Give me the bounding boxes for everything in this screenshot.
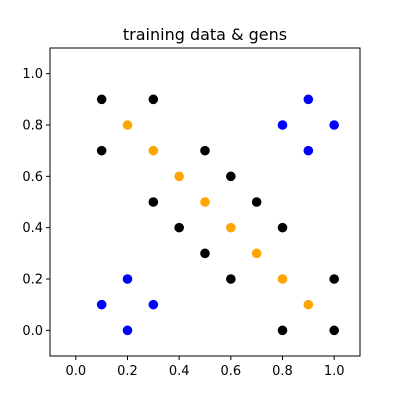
data-point <box>226 171 236 182</box>
data-point <box>303 94 314 105</box>
x-tick-label: 0.8 <box>272 364 293 379</box>
plot-area <box>49 47 361 357</box>
data-point <box>329 325 339 336</box>
x-tick-label: 0.2 <box>117 364 138 379</box>
data-point <box>277 120 288 130</box>
chart-title: training data & gens <box>123 25 287 44</box>
y-axis: 0.0 0.2 0.4 0.6 0.8 1.0 <box>22 67 50 339</box>
data-point <box>174 222 184 233</box>
data-point <box>329 120 339 130</box>
data-point <box>96 299 107 310</box>
data-point <box>251 197 262 207</box>
data-point <box>122 274 133 284</box>
data-point <box>226 274 236 284</box>
y-tick-label: 0.8 <box>22 119 43 134</box>
data-point <box>277 222 288 233</box>
data-point <box>200 197 210 207</box>
x-axis: 0.0 0.2 0.4 0.6 0.8 1.0 <box>65 356 345 379</box>
data-point <box>148 197 159 207</box>
data-point <box>303 145 314 156</box>
x-tick-label: 0.4 <box>169 364 190 379</box>
data-point <box>148 94 159 105</box>
x-tick-label: 0.0 <box>65 364 86 379</box>
data-point <box>200 248 210 259</box>
x-tick-label: 0.6 <box>220 364 241 379</box>
data-point <box>148 299 159 310</box>
x-tick-label: 1.0 <box>324 364 345 379</box>
y-tick-label: 0.4 <box>22 221 43 236</box>
data-point <box>303 299 314 310</box>
data-point <box>96 145 107 156</box>
data-point <box>251 248 262 259</box>
data-point <box>122 325 133 336</box>
y-tick-label: 0.6 <box>22 170 43 185</box>
data-point <box>226 222 236 233</box>
data-point <box>277 274 288 284</box>
y-tick-label: 0.0 <box>22 324 43 339</box>
data-point <box>200 145 210 156</box>
data-point <box>277 325 288 336</box>
data-point <box>122 120 133 130</box>
data-point <box>148 145 159 156</box>
y-tick-label: 0.2 <box>22 273 43 288</box>
y-tick-label: 1.0 <box>22 67 43 82</box>
axes-frame <box>49 47 361 357</box>
data-points <box>96 94 339 336</box>
data-point <box>329 274 339 284</box>
data-point <box>96 94 107 105</box>
data-point <box>174 171 184 182</box>
